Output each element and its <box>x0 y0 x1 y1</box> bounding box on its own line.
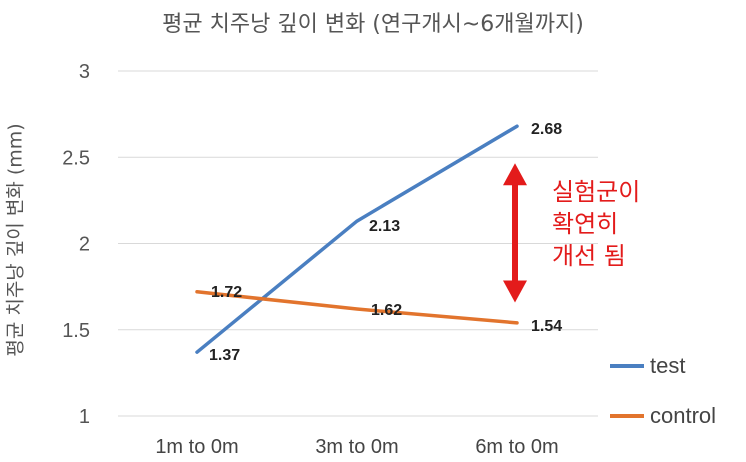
x-tick-label: 3m to 0m <box>315 436 398 458</box>
annotation-arrowhead-up <box>503 163 527 186</box>
annotation-line-3: 개선 됨 <box>552 242 626 270</box>
x-tick-label: 6m to 0m <box>475 436 558 458</box>
y-tick-label: 2.5 <box>62 147 90 169</box>
annotation-line-2: 확연히 <box>552 210 619 238</box>
legend-item-control: control <box>610 403 716 429</box>
y-tick-label: 2 <box>79 234 90 256</box>
legend-label-test: test <box>650 353 686 378</box>
data-label-control: 1.54 <box>531 318 562 335</box>
data-label-test: 2.68 <box>531 121 562 138</box>
chart-title: 평균 치주낭 깊이 변화 (연구개시~6개월까지) <box>162 12 584 37</box>
data-label-control: 1.72 <box>211 284 242 301</box>
x-tick-label: 1m to 0m <box>155 436 238 458</box>
data-label-test: 1.37 <box>209 347 240 364</box>
data-label-test: 2.13 <box>369 218 400 235</box>
legend-item-test: test <box>610 353 685 379</box>
legend-swatch-control <box>610 414 644 418</box>
series-line-test <box>195 124 519 354</box>
legend-label-control: control <box>650 403 717 428</box>
annotation-arrowhead-down <box>503 280 527 303</box>
y-tick-label: 3 <box>79 61 90 83</box>
y-tick-label: 1 <box>79 406 90 428</box>
series-line-control <box>195 290 519 325</box>
legend-swatch-test <box>610 364 644 368</box>
data-label-control: 1.62 <box>371 302 402 319</box>
y-tick-label: 1.5 <box>62 320 90 342</box>
annotation-line-1: 실험군이 <box>552 178 641 206</box>
